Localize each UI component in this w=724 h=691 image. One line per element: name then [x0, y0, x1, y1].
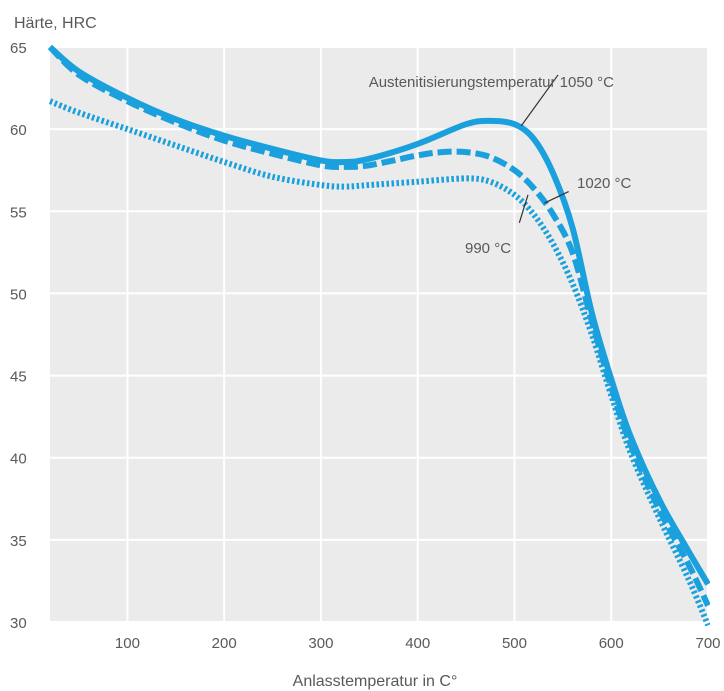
annotation-1050: Austenitisierungstemperatur 1050 °C: [369, 74, 614, 91]
x-tick-label: 500: [502, 635, 527, 652]
x-axis-title: Anlasstemperatur in C°: [293, 673, 458, 690]
y-tick-label: 50: [10, 286, 27, 303]
grid-lines: [50, 46, 709, 623]
y-tick-label: 30: [10, 615, 27, 632]
series-lines: [48, 44, 710, 626]
x-tick-label: 400: [405, 635, 430, 652]
y-tick-labels: 30 35 40 45 50 55 60 65: [10, 40, 27, 632]
annotation-1020: 1020 °C: [577, 175, 632, 192]
y-tick-label: 65: [10, 40, 27, 57]
annotation-990: 990 °C: [465, 240, 511, 257]
y-tick-label: 40: [10, 451, 27, 468]
y-tick-label: 55: [10, 204, 27, 221]
y-axis-title: Härte, HRC: [14, 15, 97, 32]
x-tick-label: 200: [212, 635, 237, 652]
x-tick-label: 100: [115, 635, 140, 652]
x-tick-label: 700: [695, 635, 720, 652]
plot-background: [50, 47, 708, 622]
series-line-dotted: [48, 98, 710, 626]
annotation-leader-line: [544, 191, 569, 204]
y-tick-label: 35: [10, 533, 27, 550]
y-tick-label: 60: [10, 122, 27, 139]
annotation-leader-line: [518, 194, 529, 223]
y-tick-label: 45: [10, 369, 27, 386]
x-tick-label: 300: [308, 635, 333, 652]
x-tick-label: 600: [599, 635, 624, 652]
annotation-leaders: [518, 74, 569, 223]
x-tick-labels: 100 200 300 400 500 600 700: [115, 635, 721, 652]
annotation-leader-line: [520, 74, 559, 127]
